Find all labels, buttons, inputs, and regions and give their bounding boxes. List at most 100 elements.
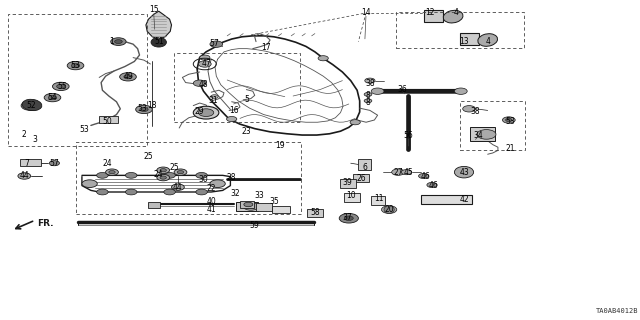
Circle shape [160, 176, 166, 179]
Text: 6: 6 [362, 163, 367, 172]
Circle shape [339, 213, 358, 223]
Text: 23: 23 [241, 127, 252, 136]
Text: 7: 7 [24, 159, 29, 168]
Text: 11: 11 [374, 194, 383, 203]
Circle shape [52, 82, 69, 91]
Text: 54: 54 [47, 93, 58, 102]
Text: 50: 50 [102, 117, 113, 126]
Text: 29: 29 [195, 108, 205, 116]
Text: 13: 13 [459, 37, 469, 46]
Text: 12: 12 [426, 8, 435, 17]
Ellipse shape [444, 10, 463, 23]
Text: 44: 44 [19, 172, 29, 180]
Ellipse shape [384, 206, 394, 213]
Text: 48: 48 [198, 80, 209, 89]
Text: 34: 34 [474, 132, 484, 140]
Text: 35: 35 [269, 197, 279, 206]
Circle shape [124, 75, 132, 79]
Text: 20: 20 [384, 205, 394, 214]
Ellipse shape [454, 166, 474, 178]
Circle shape [454, 88, 467, 94]
Ellipse shape [478, 34, 497, 46]
Text: 22: 22 [207, 184, 216, 193]
Text: 53: 53 [506, 117, 516, 126]
Bar [256, 203, 272, 211]
Text: 27: 27 [393, 168, 403, 177]
Bar [470, 127, 495, 141]
Circle shape [49, 161, 60, 166]
Circle shape [82, 180, 97, 188]
Bar [272, 206, 290, 213]
Circle shape [140, 107, 148, 112]
Circle shape [198, 109, 214, 116]
Bar [240, 201, 254, 208]
Text: 25: 25 [143, 152, 154, 161]
Circle shape [210, 180, 225, 188]
Circle shape [196, 172, 207, 178]
Text: 52: 52 [26, 101, 36, 110]
Text: 58: 58 [310, 208, 320, 217]
Circle shape [200, 55, 210, 60]
Circle shape [244, 202, 253, 207]
Circle shape [125, 189, 137, 195]
Bar [396, 12, 524, 48]
Circle shape [211, 95, 218, 99]
Circle shape [502, 117, 515, 123]
Text: 10: 10 [346, 191, 356, 200]
Circle shape [350, 120, 360, 125]
Text: 44: 44 [173, 183, 183, 192]
Circle shape [243, 203, 259, 210]
Circle shape [111, 38, 126, 45]
Text: 2: 2 [22, 130, 27, 139]
Text: 41: 41 [206, 205, 216, 214]
Polygon shape [146, 11, 172, 39]
Text: 25: 25 [169, 164, 179, 172]
Circle shape [477, 130, 496, 139]
Circle shape [318, 56, 328, 61]
Text: 32: 32 [230, 189, 241, 198]
Circle shape [193, 80, 206, 86]
Text: 46: 46 [429, 181, 439, 190]
Circle shape [174, 169, 187, 175]
Circle shape [198, 61, 211, 67]
Text: 8: 8 [365, 92, 371, 100]
Ellipse shape [22, 99, 42, 111]
Circle shape [193, 106, 219, 119]
Text: 31: 31 [208, 96, 218, 105]
Text: 39: 39 [342, 178, 352, 187]
Text: 55: 55 [58, 82, 68, 91]
Circle shape [67, 61, 84, 70]
Text: 47: 47 [201, 60, 211, 68]
Bar [148, 202, 160, 208]
Bar [424, 10, 443, 22]
Text: 14: 14 [361, 8, 371, 17]
Circle shape [392, 169, 404, 175]
Text: 38: 38 [365, 79, 375, 88]
Circle shape [97, 172, 108, 178]
Circle shape [381, 206, 397, 213]
Bar [8, 14, 147, 146]
Circle shape [364, 92, 372, 96]
Text: 59: 59 [250, 221, 260, 230]
Circle shape [419, 173, 429, 179]
Circle shape [172, 184, 184, 190]
Ellipse shape [151, 37, 166, 47]
Text: 57: 57 [209, 39, 220, 48]
Text: 21: 21 [506, 144, 515, 153]
Circle shape [401, 170, 412, 175]
Text: 15: 15 [148, 5, 159, 14]
Text: 1: 1 [109, 37, 115, 46]
Circle shape [109, 171, 115, 174]
Text: 45: 45 [403, 168, 413, 177]
Bar [460, 101, 525, 150]
Circle shape [177, 171, 184, 174]
Text: 43: 43 [459, 168, 469, 177]
Text: 53: 53 [79, 125, 90, 134]
Bar [76, 142, 301, 214]
Circle shape [21, 101, 40, 110]
Circle shape [506, 118, 512, 122]
Circle shape [364, 99, 372, 103]
Circle shape [56, 84, 65, 88]
Text: FR.: FR. [37, 220, 54, 228]
Circle shape [427, 182, 437, 188]
